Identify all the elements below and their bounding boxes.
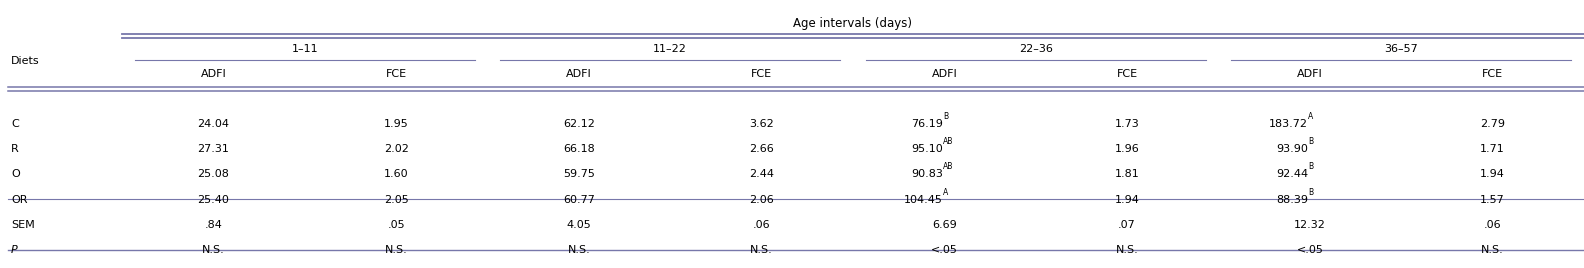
Text: 2.06: 2.06 <box>749 195 775 205</box>
Text: A: A <box>942 188 949 197</box>
Text: 27.31: 27.31 <box>198 144 230 154</box>
Text: B: B <box>942 112 947 121</box>
Text: <.05: <.05 <box>931 245 958 255</box>
Text: 93.90: 93.90 <box>1277 144 1308 154</box>
Text: .06: .06 <box>1484 220 1502 230</box>
Text: Age intervals (days): Age intervals (days) <box>794 17 912 30</box>
Text: 59.75: 59.75 <box>562 169 594 180</box>
Text: 1.95: 1.95 <box>383 119 409 129</box>
Text: B: B <box>1308 162 1313 172</box>
Text: 1.71: 1.71 <box>1479 144 1505 154</box>
Text: 2.66: 2.66 <box>749 144 775 154</box>
Text: ADFI: ADFI <box>931 69 957 79</box>
Text: FCE: FCE <box>1483 69 1503 79</box>
Text: 2.44: 2.44 <box>749 169 775 180</box>
Text: O: O <box>11 169 21 180</box>
Text: 1.60: 1.60 <box>383 169 409 180</box>
Text: .07: .07 <box>1118 220 1136 230</box>
Text: A: A <box>1308 112 1313 121</box>
Text: N.S.: N.S. <box>1481 245 1503 255</box>
Text: C: C <box>11 119 19 129</box>
Text: SEM: SEM <box>11 220 35 230</box>
Text: 60.77: 60.77 <box>562 195 594 205</box>
Text: 76.19: 76.19 <box>911 119 942 129</box>
Text: N.S.: N.S. <box>385 245 407 255</box>
Text: 24.04: 24.04 <box>198 119 230 129</box>
Text: 2.79: 2.79 <box>1479 119 1505 129</box>
Text: Diets: Diets <box>11 56 40 66</box>
Text: 88.39: 88.39 <box>1277 195 1308 205</box>
Text: 104.45: 104.45 <box>904 195 942 205</box>
Text: 1.57: 1.57 <box>1479 195 1505 205</box>
Text: N.S.: N.S. <box>567 245 591 255</box>
Text: P: P <box>11 245 17 255</box>
Text: 1.81: 1.81 <box>1115 169 1139 180</box>
Text: 4.05: 4.05 <box>567 220 591 230</box>
Text: 183.72: 183.72 <box>1269 119 1308 129</box>
Text: B: B <box>1308 188 1313 197</box>
Text: 92.44: 92.44 <box>1277 169 1308 180</box>
Text: <.05: <.05 <box>1296 245 1323 255</box>
Text: ADFI: ADFI <box>201 69 227 79</box>
Text: 62.12: 62.12 <box>562 119 594 129</box>
Text: 22–36: 22–36 <box>1019 43 1053 54</box>
Text: .84: .84 <box>204 220 222 230</box>
Text: 11–22: 11–22 <box>653 43 687 54</box>
Text: ADFI: ADFI <box>565 69 592 79</box>
Text: 12.32: 12.32 <box>1294 220 1326 230</box>
Text: 95.10: 95.10 <box>911 144 942 154</box>
Text: ADFI: ADFI <box>1297 69 1323 79</box>
Text: AB: AB <box>942 162 954 172</box>
Text: AB: AB <box>942 137 954 146</box>
Text: 36–57: 36–57 <box>1384 43 1418 54</box>
Text: 1.94: 1.94 <box>1115 195 1139 205</box>
Text: OR: OR <box>11 195 27 205</box>
Text: 25.40: 25.40 <box>198 195 230 205</box>
Text: 66.18: 66.18 <box>562 144 594 154</box>
Text: 2.02: 2.02 <box>383 144 409 154</box>
Text: N.S.: N.S. <box>751 245 773 255</box>
Text: 1.73: 1.73 <box>1115 119 1139 129</box>
Text: FCE: FCE <box>751 69 771 79</box>
Text: 25.08: 25.08 <box>198 169 230 180</box>
Text: B: B <box>1308 137 1313 146</box>
Text: N.S.: N.S. <box>203 245 225 255</box>
Text: FCE: FCE <box>1117 69 1137 79</box>
Text: 3.62: 3.62 <box>749 119 775 129</box>
Text: 1–11: 1–11 <box>291 43 318 54</box>
Text: R: R <box>11 144 19 154</box>
Text: N.S.: N.S. <box>1115 245 1139 255</box>
Text: 90.83: 90.83 <box>911 169 942 180</box>
Text: FCE: FCE <box>385 69 407 79</box>
Text: 2.05: 2.05 <box>383 195 409 205</box>
Text: 1.94: 1.94 <box>1479 169 1505 180</box>
Text: .05: .05 <box>386 220 406 230</box>
Text: 1.96: 1.96 <box>1115 144 1139 154</box>
Text: 6.69: 6.69 <box>931 220 957 230</box>
Text: .06: .06 <box>752 220 770 230</box>
